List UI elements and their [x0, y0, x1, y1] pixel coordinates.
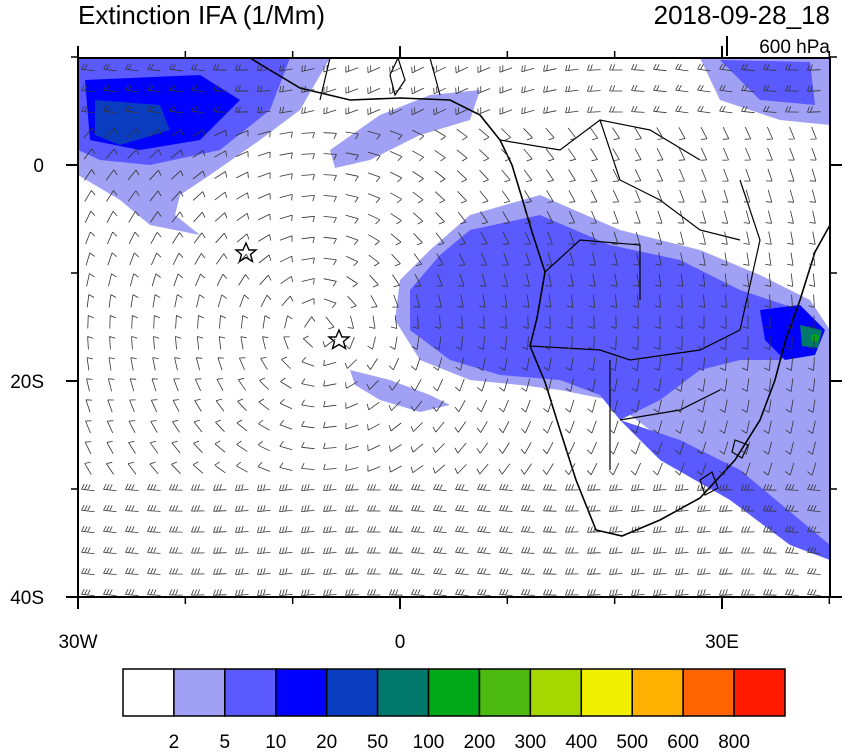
colorbar-box — [733, 668, 786, 717]
colorbar-box — [682, 668, 735, 717]
colorbar-label: 300 — [515, 732, 547, 750]
colorbar-label: 100 — [413, 732, 445, 750]
colorbar-label: 50 — [367, 732, 388, 750]
colorbar-box — [427, 668, 481, 717]
colorbar-box — [275, 668, 328, 717]
plume-light — [330, 90, 480, 168]
y-tick-label: 40S — [10, 588, 44, 609]
colorbar-box — [173, 668, 226, 717]
colorbar-label: 400 — [565, 732, 597, 750]
colorbar-label: 800 — [718, 732, 750, 750]
colorbar-box — [580, 668, 633, 717]
x-tick-label: 30W — [58, 632, 97, 653]
colorbar-box — [122, 668, 175, 717]
colorbar-label: 200 — [464, 732, 496, 750]
colorbar-box — [529, 668, 583, 717]
colorbar-label: 500 — [616, 732, 648, 750]
axes: 30W 0 30E 0 20S 40S — [10, 46, 842, 653]
x-tick-label: 30E — [705, 632, 739, 653]
y-tick-label: 20S — [10, 372, 44, 393]
colorbar-label: 10 — [265, 732, 286, 750]
colorbar-box — [376, 668, 430, 717]
plot-frame — [77, 57, 831, 598]
colorbar-label: 5 — [220, 732, 231, 750]
colorbar-box — [631, 668, 684, 717]
barb-field — [81, 63, 821, 596]
plume-medium — [720, 60, 815, 105]
map-area — [78, 58, 830, 597]
site-marker — [327, 328, 351, 351]
site-marker — [234, 241, 258, 264]
colorbar-box — [224, 668, 277, 717]
time-label: 2018-09-28_18 — [654, 0, 830, 30]
plume-light — [350, 370, 450, 412]
plume-medium — [410, 215, 820, 420]
plume-core — [800, 325, 822, 348]
coastline — [249, 58, 830, 537]
y-tick-label: 0 — [33, 156, 44, 177]
colorbar-box — [478, 668, 532, 717]
borders — [319, 58, 761, 470]
colorbar-label: 600 — [667, 732, 699, 750]
colorbar-label: 20 — [316, 732, 337, 750]
colorbar: 2 5 10 20 50 100 200 300 400 500 600 800 — [122, 668, 786, 753]
colorbar-box — [325, 668, 379, 717]
x-tick-label: 0 — [395, 632, 406, 653]
plume-peak — [811, 334, 819, 342]
wind-barbs — [81, 63, 821, 596]
colorbar-label: 2 — [169, 732, 180, 750]
level-label: 600 hPa — [759, 37, 830, 58]
title: Extinction IFA (1/Mm) — [78, 0, 325, 30]
